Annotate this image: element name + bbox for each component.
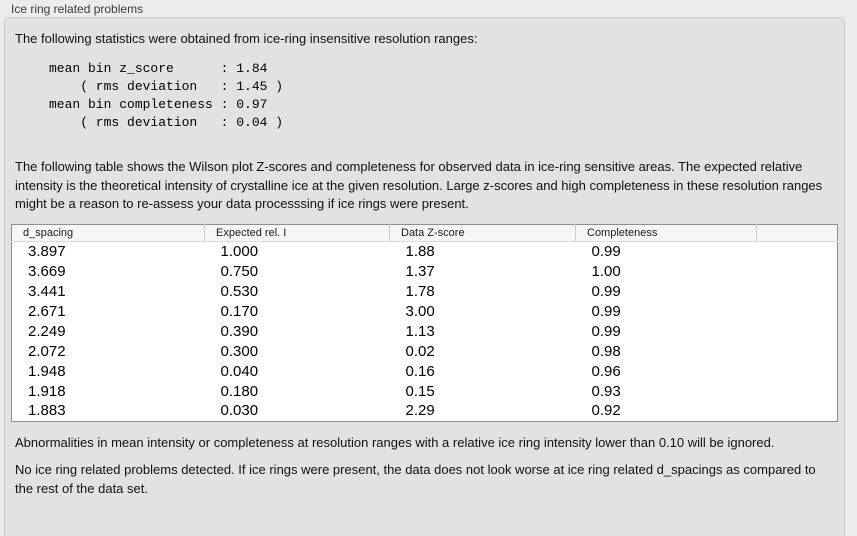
table-cell: 1.918 <box>28 382 66 400</box>
table-cell: 1.883 <box>28 402 66 420</box>
table-cell: 1.000 <box>220 242 259 260</box>
column-header[interactable]: d_spacing <box>11 224 205 242</box>
table-row[interactable]: 1.948 0.040 0.16 0.96 <box>12 361 838 381</box>
conclusion-text: No ice ring related problems detected. I… <box>15 462 816 496</box>
table-cell: 0.300 <box>220 342 259 360</box>
table-cell <box>757 341 838 361</box>
table-cell: 3.00 <box>405 302 435 320</box>
table-cell: 0.15 <box>405 382 435 400</box>
table-cell: 0.96 <box>591 362 621 380</box>
table-cell: 2.072 <box>28 342 66 360</box>
table-cell: 0.93 <box>591 382 621 400</box>
table-cell <box>757 301 838 321</box>
table-cell <box>757 321 838 341</box>
table-cell <box>757 241 838 261</box>
table-cell: 1.88 <box>405 242 435 260</box>
table-row[interactable]: 3.897 1.000 1.88 0.99 <box>12 241 838 261</box>
table-cell: 0.390 <box>220 322 259 340</box>
table-cell: 0.99 <box>591 302 621 320</box>
table-cell: 0.99 <box>591 242 621 260</box>
table-cell <box>757 361 838 381</box>
column-header[interactable] <box>756 224 838 242</box>
table-cell: 2.249 <box>28 322 66 340</box>
column-header[interactable]: Data Z-score <box>389 224 576 242</box>
description-paragraph: The following table shows the Wilson plo… <box>15 159 823 211</box>
table-cell: 0.02 <box>405 342 435 360</box>
table-cell: 0.040 <box>220 362 259 380</box>
table-cell: 1.37 <box>405 262 435 280</box>
table-cell: 0.92 <box>591 402 621 420</box>
column-header[interactable]: Expected rel. I <box>204 224 390 242</box>
statistics-block: mean bin z_score : 1.84 ( rms deviation … <box>49 61 284 130</box>
table-cell <box>757 281 838 301</box>
abnormalities-note: Abnormalities in mean intensity or compl… <box>15 434 775 450</box>
table-cell: 0.750 <box>220 262 259 280</box>
table-cell <box>757 401 838 421</box>
table-body: 3.897 1.000 1.88 0.99 3.669 0.750 1.37 1.00 3.44… <box>12 241 838 421</box>
table-cell: 1.78 <box>405 282 435 300</box>
table-cell: 2.29 <box>405 402 435 420</box>
table-row[interactable]: 2.072 0.300 0.02 0.98 <box>12 341 838 361</box>
table-row[interactable]: 2.249 0.390 1.13 0.99 <box>12 321 838 341</box>
table-header-row: d_spacing Expected rel. I Data Z-score Comp… <box>11 224 838 242</box>
table-cell: 3.441 <box>28 282 66 300</box>
table-row[interactable]: 1.883 0.030 2.29 0.92 <box>12 401 838 421</box>
table-cell: 2.671 <box>28 302 66 320</box>
table-row[interactable]: 3.669 0.750 1.37 1.00 <box>12 261 838 281</box>
table-cell <box>757 381 838 401</box>
table-cell: 1.13 <box>405 322 435 340</box>
table-cell: 0.98 <box>591 342 621 360</box>
table-row[interactable]: 3.441 0.530 1.78 0.99 <box>12 281 838 301</box>
table-cell: 0.030 <box>220 402 259 420</box>
table-cell: 0.180 <box>220 382 259 400</box>
ice-ring-groupbox: The following statistics were obtained f… <box>4 17 845 536</box>
column-header[interactable]: Completeness <box>575 224 757 242</box>
table-cell: 3.897 <box>28 242 66 260</box>
table-row[interactable]: 1.918 0.180 0.15 0.93 <box>12 381 838 401</box>
table-cell: 3.669 <box>28 262 66 280</box>
table-cell: 0.16 <box>405 362 435 380</box>
table-cell: 0.99 <box>591 282 621 300</box>
ice-ring-table[interactable]: d_spacing Expected rel. I Data Z-score Comp… <box>11 223 838 422</box>
intro-text: The following statistics were obtained f… <box>15 31 478 46</box>
table-cell: 0.99 <box>591 322 621 340</box>
table-row[interactable]: 2.671 0.170 3.00 0.99 <box>12 301 838 321</box>
table-cell: 0.170 <box>220 302 259 320</box>
panel-title: Ice ring related problems <box>11 2 144 16</box>
table-cell: 0.530 <box>220 282 259 300</box>
table-cell <box>757 261 838 281</box>
table-cell: 1.00 <box>591 262 621 280</box>
table-cell: 1.948 <box>28 362 66 380</box>
